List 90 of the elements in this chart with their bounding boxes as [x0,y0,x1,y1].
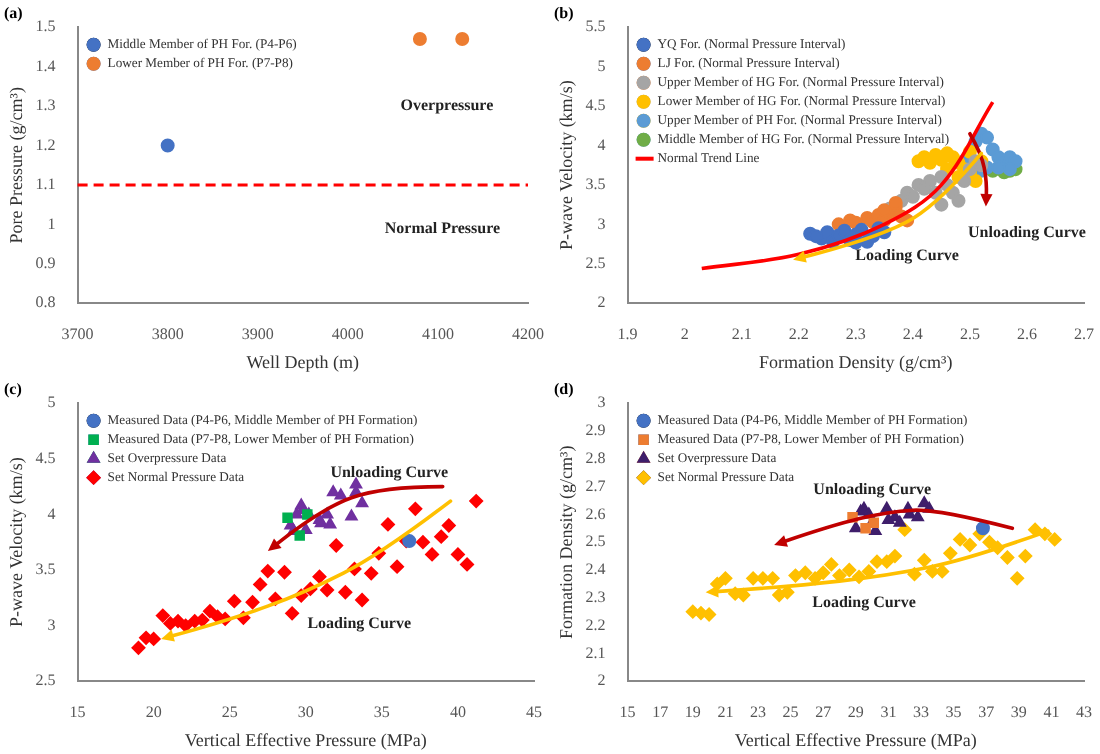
chart-title: (b) [554,3,575,22]
y-tick-label: 5.5 [585,17,606,36]
y-tick-label: 2.1 [585,643,606,662]
y-tick-label: 4 [47,504,56,523]
y-tick-label: 3 [597,393,606,412]
y-tick-label: 2.5 [585,532,606,551]
x-tick-label: 33 [913,702,929,721]
x-tick-label: 3700 [61,324,94,343]
x-tick-label: 40 [449,702,466,721]
x-tick-label: 2.7 [1074,324,1094,343]
x-tick-label: 19 [684,702,701,721]
annotation: Normal Pressure [384,218,501,237]
y-tick-label: 1.3 [35,96,56,115]
y-tick-label: 5 [597,56,606,75]
x-tick-label: 2.1 [731,324,752,343]
y-tick-label: 3.5 [35,560,56,579]
y-tick-label: 2.5 [35,671,56,690]
y-tick-label: 5 [47,393,56,412]
x-tick-label: 27 [815,702,832,721]
x-tick-label: 35 [945,702,962,721]
x-axis-title: Vertical Effective Pressure (MPa) [184,729,427,750]
y-tick-label: 4.5 [35,448,56,467]
y-tick-label: 4 [597,135,606,154]
x-tick-label: 2.5 [959,324,980,343]
x-tick-label: 39 [1010,702,1027,721]
x-tick-label: 2.3 [845,324,866,343]
y-tick-label: 0.8 [35,293,56,312]
annotation: Loading Curve [855,246,960,265]
x-axis-title: Formation Density (g/cm³) [759,351,953,372]
x-tick-label: 3800 [151,324,184,343]
y-tick-label: 1 [47,214,56,233]
x-tick-label: 35 [373,702,390,721]
x-tick-label: 37 [978,702,995,721]
x-tick-label: 4200 [512,324,544,343]
x-tick-label: 4000 [331,324,364,343]
x-tick-label: 17 [652,702,669,721]
x-tick-label: 29 [847,702,864,721]
x-tick-label: 20 [145,702,162,721]
annotation: Loading Curve [307,613,412,632]
x-tick-label: 2 [680,324,689,343]
y-tick-label: 1.2 [35,135,56,154]
y-tick-label: 2.7 [585,476,606,495]
y-tick-label: 2 [597,293,606,312]
x-tick-label: 2.6 [1016,324,1037,343]
x-tick-label: 25 [221,702,238,721]
y-tick-label: 0.9 [35,253,56,272]
y-tick-label: 2.9 [585,421,606,440]
y-tick-label: 3 [597,214,606,233]
y-tick-label: 1.1 [35,175,56,194]
annotation: Unloading Curve [968,222,1087,241]
y-tick-label: 3.5 [585,175,606,194]
x-tick-label: 30 [297,702,314,721]
y-tick-label: 2 [597,671,606,690]
annotation: Overpressure [400,96,495,115]
x-tick-label: 31 [880,702,897,721]
y-axis-title: P-wave Velocity (km/s) [555,80,576,251]
y-axis-title: Formation Density (g/cm³) [555,445,576,639]
annotation: Unloading Curve [330,463,450,482]
chart-title: (c) [4,379,23,398]
y-tick-label: 2.2 [585,615,606,634]
y-tick-label: 2.8 [585,448,606,467]
x-tick-label: 1.9 [617,324,638,343]
x-tick-label: 15 [619,702,636,721]
x-tick-label: 45 [526,702,542,721]
x-tick-label: 25 [782,702,799,721]
x-tick-label: 2.2 [788,324,809,343]
annotation: Loading Curve [812,593,917,612]
x-tick-label: 43 [1076,702,1092,721]
annotation: Unloading Curve [813,479,933,498]
y-tick-label: 4.5 [585,96,606,115]
x-tick-label: 3900 [241,324,274,343]
y-tick-label: 3 [47,615,56,634]
chart-title: (a) [4,3,24,22]
y-tick-label: 1.4 [35,56,56,75]
y-axis-title: P-wave Velocity (km/s) [5,457,26,628]
y-axis-title: Pore Pressure (g/cm³) [5,87,26,244]
x-tick-label: 15 [69,702,86,721]
chart-title: (d) [554,379,575,398]
x-axis-title: Well Depth (m) [246,351,360,372]
y-tick-label: 2.5 [585,253,606,272]
x-tick-label: 21 [717,702,734,721]
y-tick-label: 2.6 [585,504,606,523]
y-tick-label: 2.4 [585,560,606,579]
x-axis-title: Vertical Effective Pressure (MPa) [734,729,977,750]
x-tick-label: 23 [750,702,766,721]
x-tick-label: 2.4 [902,324,923,343]
y-tick-label: 1.5 [35,17,56,36]
x-tick-label: 4100 [421,324,454,343]
x-tick-label: 41 [1043,702,1060,721]
y-tick-label: 2.3 [585,587,606,606]
